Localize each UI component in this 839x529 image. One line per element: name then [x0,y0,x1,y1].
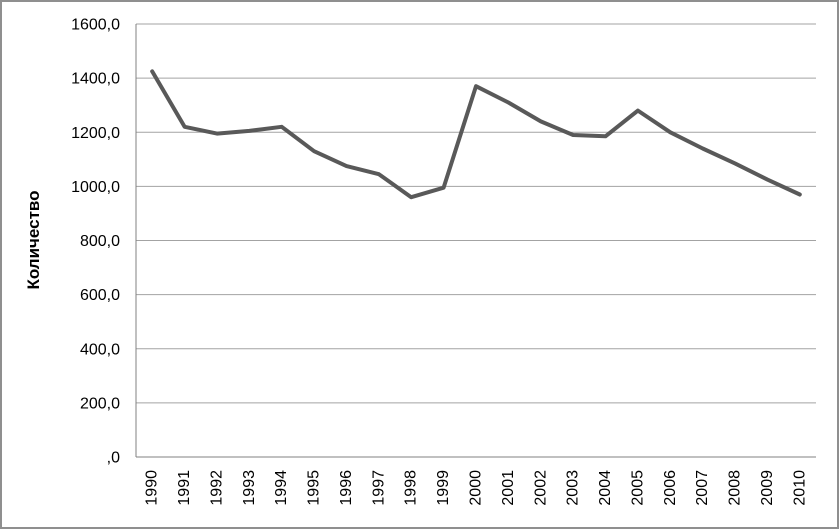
x-tick-label: 2002 [532,470,549,506]
x-tick-label: 2003 [565,470,582,506]
x-tick-label: 1990 [144,470,161,506]
x-tick-label: 2009 [759,470,776,506]
x-tick-label: 2007 [694,470,711,506]
x-tick-label: 2006 [662,470,679,506]
x-tick-label: 2004 [597,470,614,506]
x-tick-label: 1994 [273,470,290,506]
x-tick-label: 1993 [241,470,258,506]
y-tick-label: 1000,0 [71,179,120,196]
y-tick-label: 1200,0 [71,125,120,142]
x-tick-label: 1999 [435,470,452,506]
y-tick-label: 1400,0 [71,71,120,88]
x-tick-label: 2005 [629,470,646,506]
y-axis-title: Количество [24,190,43,289]
x-tick-label: 1997 [370,470,387,506]
y-tick-label: 1600,0 [71,17,120,34]
series-line [150,69,802,200]
x-tick-label: 2010 [791,470,808,506]
x-tick-label: 2000 [468,470,485,506]
y-tick-label: 600,0 [80,287,120,304]
x-tick-label: 2008 [727,470,744,506]
x-tick-label: 1995 [306,470,323,506]
x-tick-label: 1992 [209,470,226,506]
y-tick-label: 400,0 [80,341,120,358]
x-tick-label: 1991 [176,470,193,506]
y-tick-label: ,0 [107,450,120,467]
x-tick-label: 1998 [403,470,420,506]
y-tick-label: 200,0 [80,395,120,412]
y-tick-label: 800,0 [80,233,120,250]
x-tick-label: 2001 [500,470,517,506]
x-tick-label: 1996 [338,470,355,506]
